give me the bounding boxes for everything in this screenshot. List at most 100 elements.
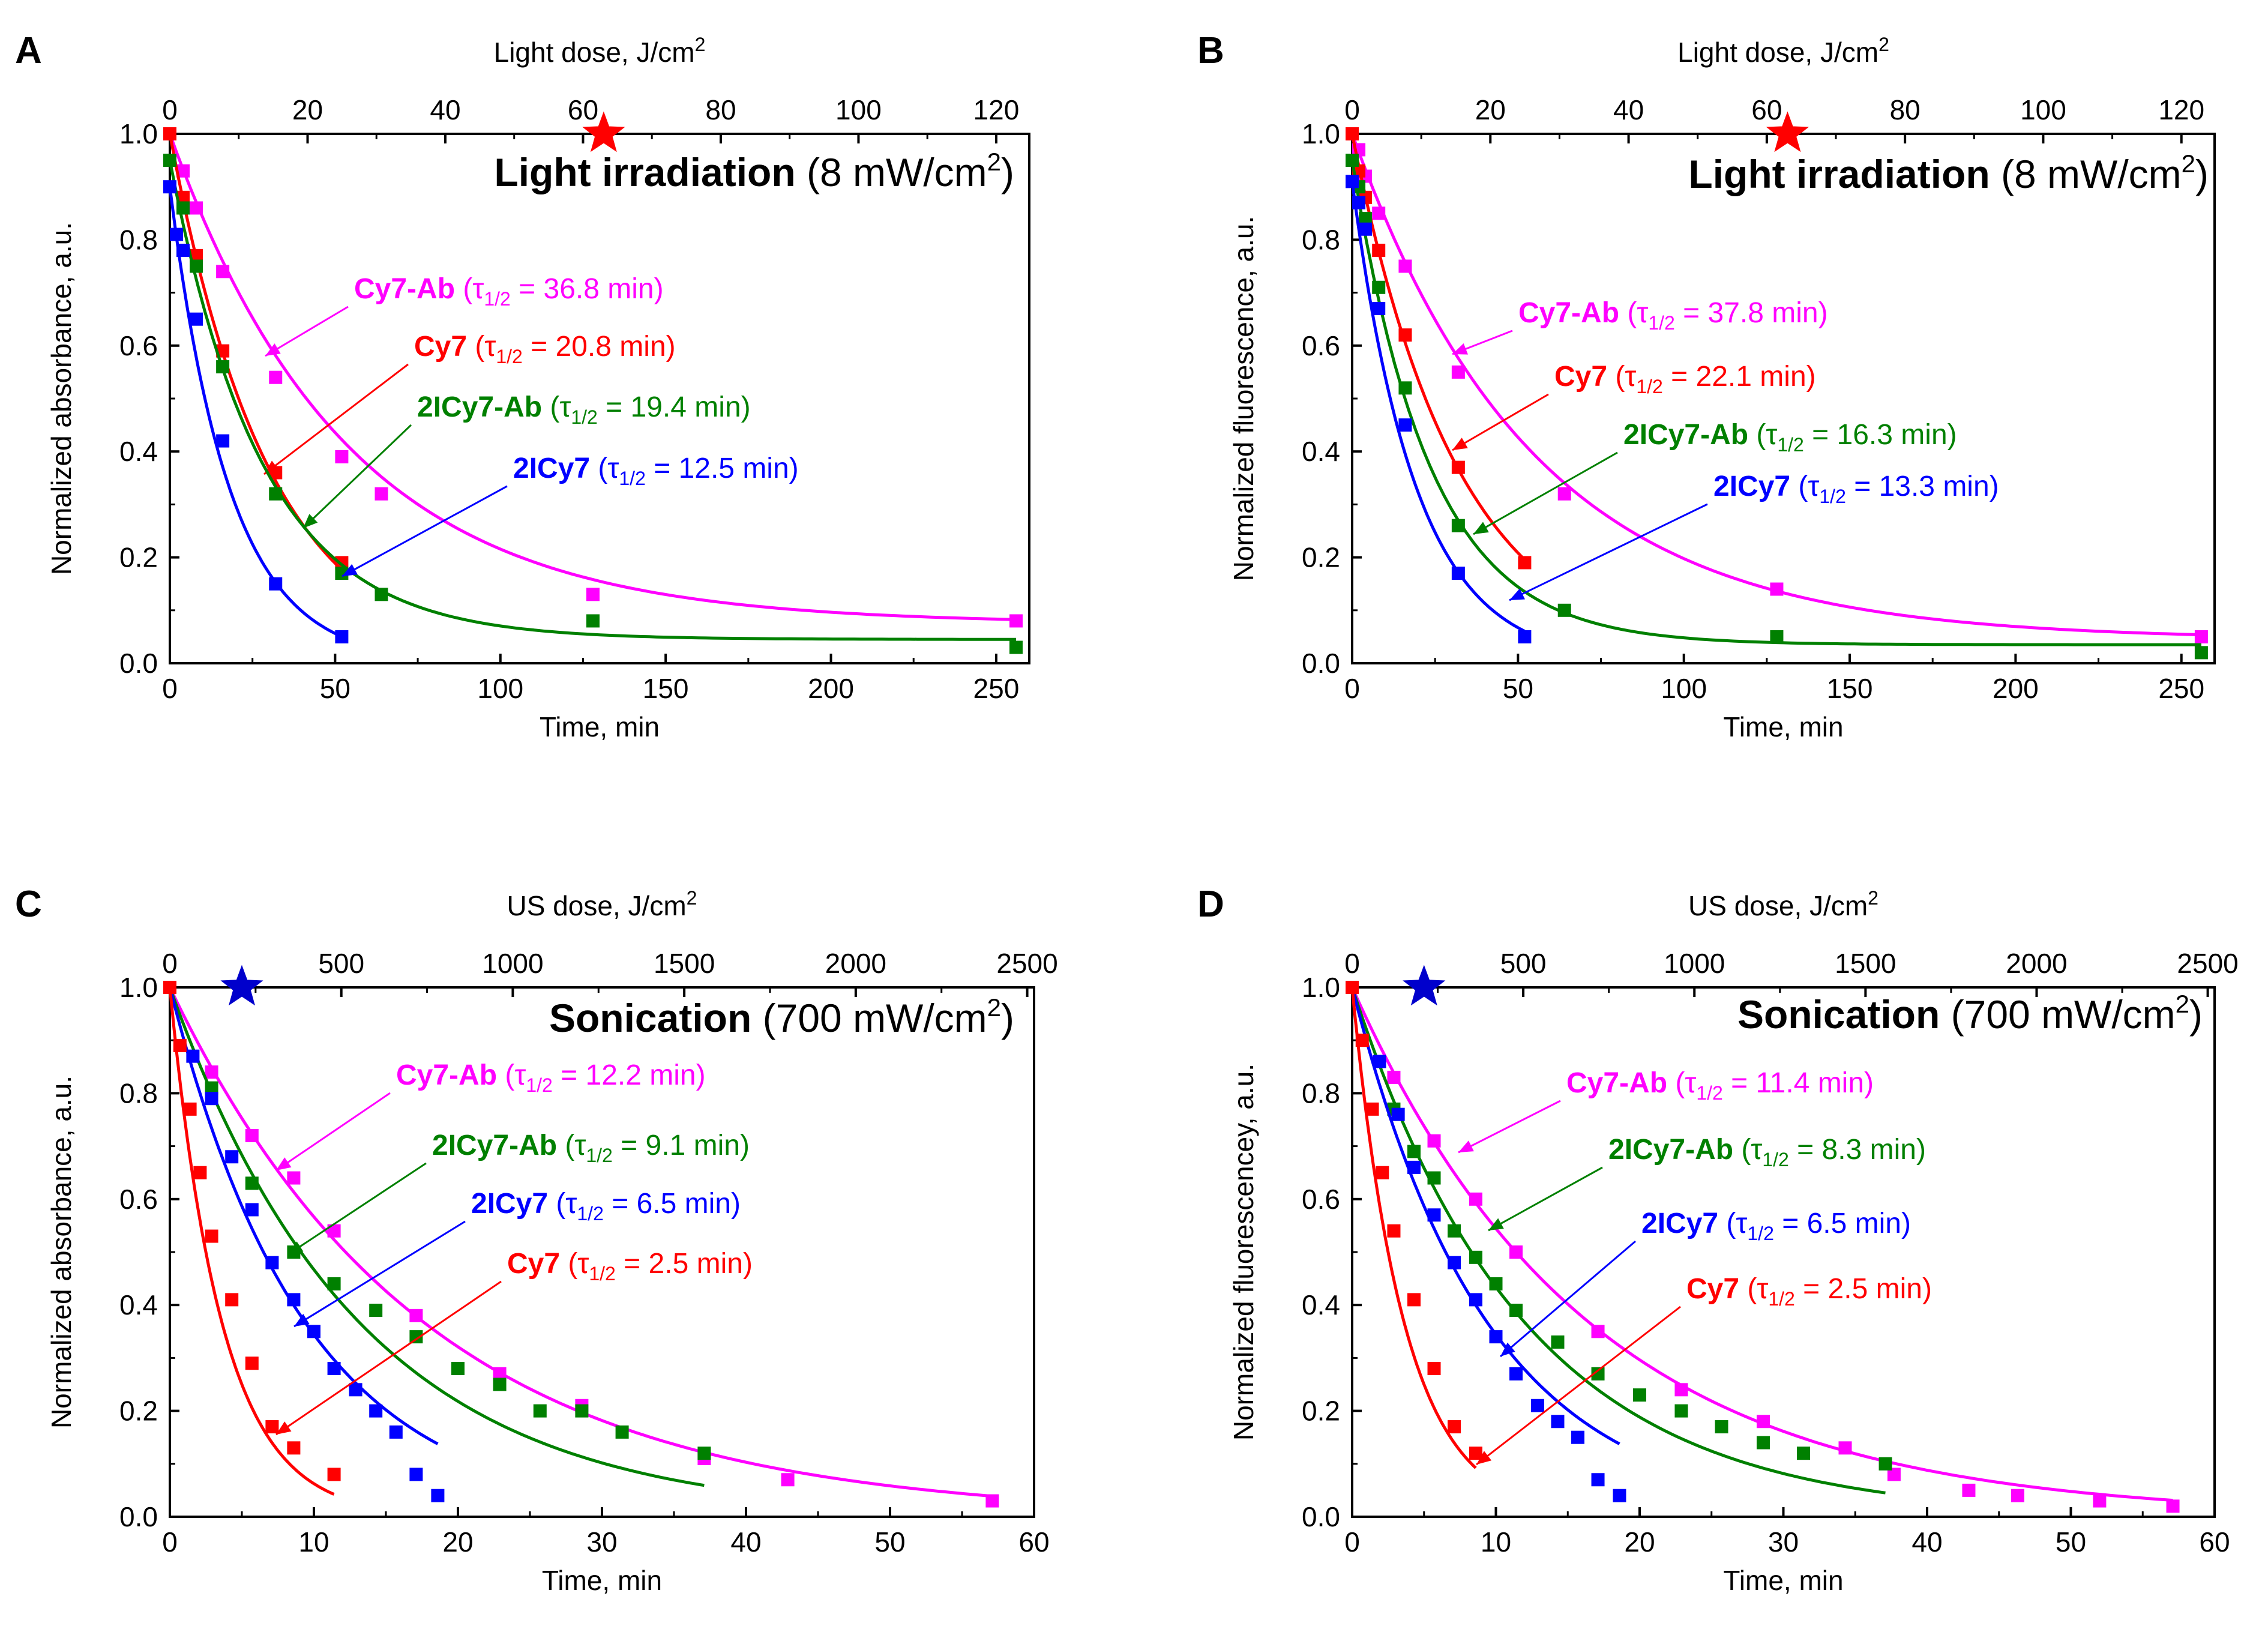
data-point — [1770, 630, 1784, 643]
series-label-open: (τ — [1748, 419, 1777, 451]
series-label-value: = 16.3 min) — [1804, 419, 1957, 451]
series-arrowhead — [1509, 588, 1525, 600]
data-point — [287, 1441, 301, 1455]
x-tick-label: 100 — [477, 673, 523, 704]
data-point — [1469, 1447, 1482, 1460]
data-point — [1372, 302, 1386, 316]
data-point — [1674, 1383, 1688, 1397]
fit-curve — [1350, 987, 1620, 1445]
data-point — [1376, 1166, 1389, 1179]
x-axis-title: Time, min — [1723, 1565, 1843, 1596]
data-point — [1557, 487, 1571, 501]
data-point — [1427, 1208, 1441, 1222]
data-point — [1887, 1468, 1901, 1481]
data-point — [1962, 1483, 1976, 1497]
series-label-sub: 1/2 — [1762, 1149, 1788, 1170]
top-tick-label: 40 — [1613, 94, 1644, 125]
x-axis-title: Time, min — [540, 711, 660, 742]
series-label-value: = 6.5 min) — [604, 1188, 741, 1220]
data-point — [781, 1473, 795, 1487]
data-point — [176, 164, 190, 178]
series-2ICy7-Ab: 2ICy7-Ab (τ1/2 = 19.4 min) — [163, 154, 1023, 654]
top-tick-label: 2500 — [2177, 948, 2238, 979]
y-axis-title: Normalized absorbance, a.u. — [46, 222, 77, 575]
series-Cy7: Cy7 (τ1/2 = 2.5 min) — [163, 981, 753, 1496]
top-tick-label: 500 — [1500, 948, 1547, 979]
x-tick-label: 200 — [1993, 673, 2039, 704]
series-arrow — [1509, 503, 1708, 601]
series-label-sub: 1/2 — [586, 1145, 612, 1166]
fit-curve — [168, 186, 343, 638]
series-label-value: = 13.3 min) — [1846, 471, 1999, 502]
series-arrowhead — [1458, 1140, 1474, 1152]
data-point — [697, 1447, 711, 1460]
data-point — [985, 1494, 999, 1508]
series-label-name: 2ICy7 — [1713, 471, 1790, 502]
top-axis-title-main: US dose, J/cm — [507, 890, 687, 921]
panel-D: 0 10 20 30 40 50 600.00.20.40.60.81.00 500 1000 1… — [1197, 884, 2239, 1596]
top-axis-title: Light dose, J/cm2 — [1677, 34, 1889, 68]
x-tick-label: 60 — [1018, 1526, 1049, 1558]
dose-marker-star — [1403, 965, 1446, 1006]
series-label-name: 2ICy7-Ab — [1623, 419, 1748, 451]
series-label-value: = 6.5 min) — [1774, 1208, 1911, 1239]
y-tick-label: 0.2 — [119, 542, 158, 573]
top-tick-label: 20 — [292, 94, 323, 125]
data-point — [1427, 1171, 1441, 1185]
y-tick-label: 0.4 — [1302, 436, 1340, 467]
panel-label: D — [1197, 884, 1224, 925]
series-label-sub: 1/2 — [1777, 434, 1803, 456]
data-point — [2194, 646, 2208, 660]
top-axis-title-main: Light dose, J/cm — [494, 37, 695, 68]
series-label-sub: 1/2 — [619, 468, 645, 489]
top-tick-label: 1500 — [654, 948, 715, 979]
data-point — [1355, 1034, 1369, 1047]
x-tick-label: 200 — [808, 673, 854, 704]
x-tick-label: 20 — [1624, 1526, 1655, 1558]
top-tick-label: 0 — [1344, 94, 1360, 125]
y-tick-label: 0.4 — [119, 1289, 158, 1320]
x-axis-title: Time, min — [1723, 711, 1843, 742]
top-axis-title-sup: 2 — [695, 34, 706, 55]
data-point — [1451, 567, 1465, 580]
data-point — [1398, 259, 1412, 273]
top-tick-label: 2000 — [825, 948, 886, 979]
data-point — [1469, 1192, 1482, 1206]
data-point — [1359, 212, 1373, 226]
series-label-value: = 20.8 min) — [523, 331, 676, 363]
data-point — [163, 180, 176, 194]
y-tick-label: 0.8 — [1302, 224, 1340, 255]
y-axis-title: Normalized absorbance, a.u. — [46, 1076, 77, 1429]
data-point — [369, 1304, 383, 1317]
y-axis-title: Normalized fluorescence, a.u. — [1228, 216, 1259, 582]
series-label: Cy7 (τ1/2 = 22.1 min) — [1554, 361, 1816, 397]
series-label-value: = 9.1 min) — [613, 1130, 750, 1161]
top-tick-label: 60 — [1751, 94, 1782, 125]
x-tick-label: 100 — [1661, 673, 1707, 704]
series-label-sub: 1/2 — [484, 288, 510, 310]
series-label-name: 2ICy7 — [471, 1188, 548, 1220]
panel-C: 0 10 20 30 40 50 600.00.20.40.60.81.00 500 1000 1… — [15, 884, 1058, 1596]
series-label-name: Cy7-Ab — [1518, 297, 1619, 329]
panel-title-bold: Sonication — [1737, 992, 1940, 1037]
panel-title-bold: Light irradiation — [1688, 152, 1990, 196]
data-point — [205, 1229, 218, 1243]
series-Cy7-Ab: Cy7-Ab (τ1/2 = 37.8 min) — [1346, 127, 2208, 643]
series-label: Cy7 (τ1/2 = 2.5 min) — [507, 1248, 753, 1284]
top-tick-label: 120 — [2158, 94, 2204, 125]
series-label-sub: 1/2 — [1636, 376, 1662, 397]
series-label-value: = 12.2 min) — [553, 1059, 706, 1091]
data-point — [1591, 1367, 1605, 1381]
data-point — [176, 201, 190, 215]
series-Cy7-Ab: Cy7-Ab (τ1/2 = 12.2 min) — [163, 981, 999, 1508]
data-point — [173, 1039, 187, 1053]
data-point — [1391, 1107, 1405, 1121]
panel-B: 0 50 100 150 200 2500.00.20.40.60.81.00 20 40 60… — [1197, 30, 2216, 742]
data-point — [1346, 175, 1359, 188]
x-tick-label: 40 — [730, 1526, 761, 1558]
series-label-open: (τ — [1790, 471, 1819, 502]
x-tick-label: 50 — [320, 673, 350, 704]
series-arrowhead — [1452, 343, 1468, 355]
x-tick-label: 30 — [586, 1526, 617, 1558]
series-label-value: = 19.4 min) — [598, 391, 751, 423]
